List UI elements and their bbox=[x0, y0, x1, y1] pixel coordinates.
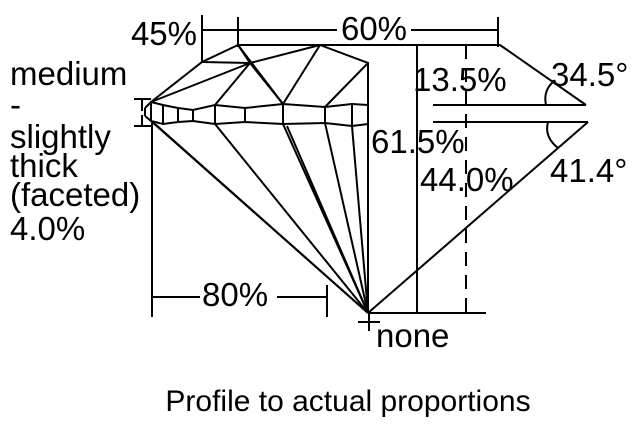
pavilion-angle-arc bbox=[546, 121, 559, 149]
angle-wedge bbox=[367, 44, 589, 314]
girdle-thickness-ticks bbox=[134, 98, 151, 127]
girdle-thickness-label: medium - slightly thick (faceted) 4.0% bbox=[10, 55, 140, 247]
crown-right-bezel-and-pavilion-edge bbox=[319, 44, 369, 313]
crown-angle-label: 34.5° bbox=[551, 56, 628, 93]
pavilion-angle-label: 41.4° bbox=[550, 152, 627, 189]
girdle-band bbox=[144, 100, 369, 128]
girdle-label-line-1: medium bbox=[10, 55, 127, 92]
lower-girdle-dimension bbox=[151, 123, 328, 317]
pavilion-depth-label: 44.0% bbox=[420, 161, 514, 198]
crown-height-label: 13.5% bbox=[413, 61, 507, 98]
girdle-label-line-3: slightly bbox=[10, 118, 111, 155]
crown-facet-line bbox=[201, 61, 251, 64]
table-size-label: 60% bbox=[341, 10, 407, 47]
girdle-label-line-6: 4.0% bbox=[10, 210, 85, 247]
crown-facet-line bbox=[214, 62, 251, 106]
crown-facet-line bbox=[324, 62, 369, 108]
crown-facet-lines bbox=[150, 44, 369, 313]
star-length-label: 45% bbox=[131, 15, 197, 52]
pavilion-facet-line bbox=[154, 123, 369, 314]
top-dimension-lines bbox=[201, 15, 500, 62]
crown-facet-line bbox=[282, 44, 321, 105]
girdle-label-line-5: (faceted) bbox=[10, 176, 140, 213]
total-depth-label: 61.5% bbox=[371, 123, 465, 160]
crown-facet-line bbox=[150, 62, 251, 103]
pavilion-facet-line bbox=[351, 125, 369, 314]
pavilion-facet-lines bbox=[150, 120, 369, 314]
crown-slope-line bbox=[499, 44, 587, 106]
caption: Profile to actual proportions bbox=[165, 385, 530, 418]
pavilion-slope-line bbox=[367, 121, 589, 314]
pavilion-facet-line bbox=[324, 122, 369, 314]
girdle-facet-dividers bbox=[150, 102, 353, 126]
culet-cross-mark bbox=[358, 313, 380, 331]
culet-label: none bbox=[376, 317, 449, 354]
crown-angle-arc bbox=[544, 81, 554, 106]
girdle-label-line-4: thick bbox=[10, 147, 78, 184]
girdle-label-line-2: - bbox=[10, 86, 21, 123]
crown-facet-line bbox=[249, 44, 321, 64]
lower-girdle-label: 80% bbox=[202, 276, 268, 313]
crown-facet-line bbox=[237, 44, 284, 105]
pavilion-facet-line bbox=[286, 125, 369, 314]
pavilion-facet-line bbox=[214, 123, 369, 314]
